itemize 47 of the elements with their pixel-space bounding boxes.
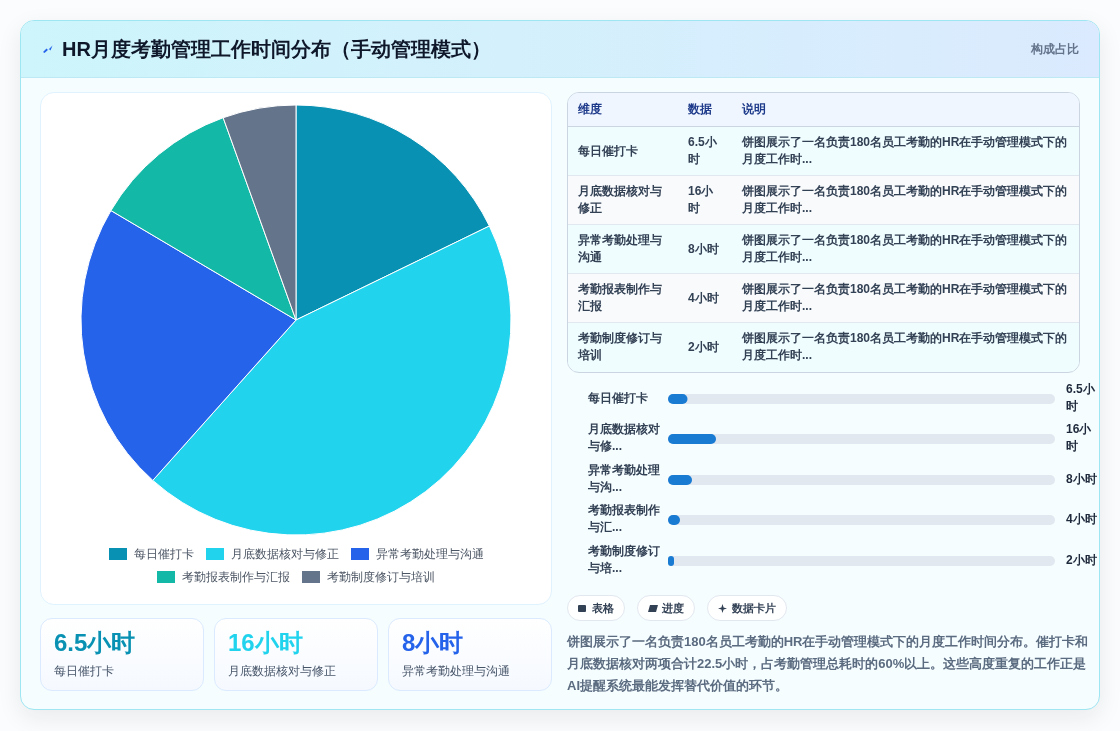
text: 数据卡片 (732, 600, 776, 616)
text: 说明 (732, 93, 1079, 127)
data-label: 2小时 (1066, 551, 1098, 569)
category-label: 考勤报表制作与汇报 (568, 274, 678, 323)
text: 6.5小时 (688, 135, 717, 166)
text: 饼图展示了一名负责180名员工考勤的HR在手动管理模式下的月度工作时... (732, 323, 1079, 371)
text: 饼图展示了一名负责180名员工考勤的HR在手动管理模式下的月度工作时... (732, 176, 1079, 225)
bar (668, 555, 674, 566)
y-tick-label: 异常考勤处理与沟... (588, 461, 661, 496)
bar (668, 434, 716, 445)
y-tick-label: 考勤报表制作与汇... (588, 502, 661, 537)
text: 表格 (592, 600, 614, 616)
legend-label: 考勤制度修订与培训 (327, 569, 435, 585)
legend-label: 异常考勤处理与沟通 (375, 546, 484, 562)
data-label: 16小时 (1066, 421, 1093, 456)
y-tick-label: 每日催打卡 (588, 390, 649, 407)
data-label: 8小时 (1066, 470, 1098, 488)
legend-label: 考勤报表制作与汇报 (182, 569, 290, 585)
text: 饼图展示了一名负责180名员工考勤的HR在手动管理模式下的月度工作时... (732, 127, 1079, 176)
legend-label: 月底数据核对与修正 (230, 546, 339, 562)
text: 进度 (662, 600, 684, 616)
y-tick-label: 考勤制度修订与培... (588, 542, 661, 577)
text: 8小时 (688, 241, 719, 256)
y-tick-label: 月底数据核对与修... (588, 421, 661, 456)
text: 6.5小时 (54, 629, 136, 656)
text: 16小时 (228, 629, 303, 656)
category-label: 月底数据核对与修正 (568, 176, 678, 225)
text: 2小时 (688, 339, 719, 354)
data-label: 6.5小时 (1066, 381, 1096, 415)
category-label: 异常考勤处理与沟通 (568, 225, 678, 274)
text: 饼图展示了一名负责180名员工考勤的HR在手动管理模式下的月度工作时... (732, 225, 1079, 274)
text: 饼图展示了一名负责180名员工考勤的HR在手动管理模式下的月度工作时间分布。催打卡和月底数据核对两项合计22.5小时，占考勤管理总耗时的60%以上。这些高度重复的工作正是AI提醒系统最能发挥替代价值的环节。 (567, 633, 1090, 695)
text: 维度 (568, 93, 678, 127)
text: 4小时 (688, 290, 719, 305)
text: 8小时 (402, 629, 464, 656)
bar (668, 474, 692, 485)
text: 数据 (678, 93, 732, 127)
text: 饼图展示了一名负责180名员工考勤的HR在手动管理模式下的月度工作时... (732, 274, 1079, 323)
text: HR月度考勤管理工作时间分布（手动管理模式） (62, 37, 491, 62)
legend-label: 每日催打卡 (133, 546, 194, 562)
category-label: 异常考勤处理与沟通 (402, 663, 510, 679)
category-label: 每日催打卡 (54, 663, 114, 679)
category-label: 考勤制度修订与培训 (568, 323, 678, 371)
category-label: 月底数据核对与修正 (228, 663, 336, 679)
text: 16小时 (688, 184, 714, 215)
data-label: 4小时 (1066, 511, 1098, 529)
text: 构成占比 (1031, 41, 1079, 57)
